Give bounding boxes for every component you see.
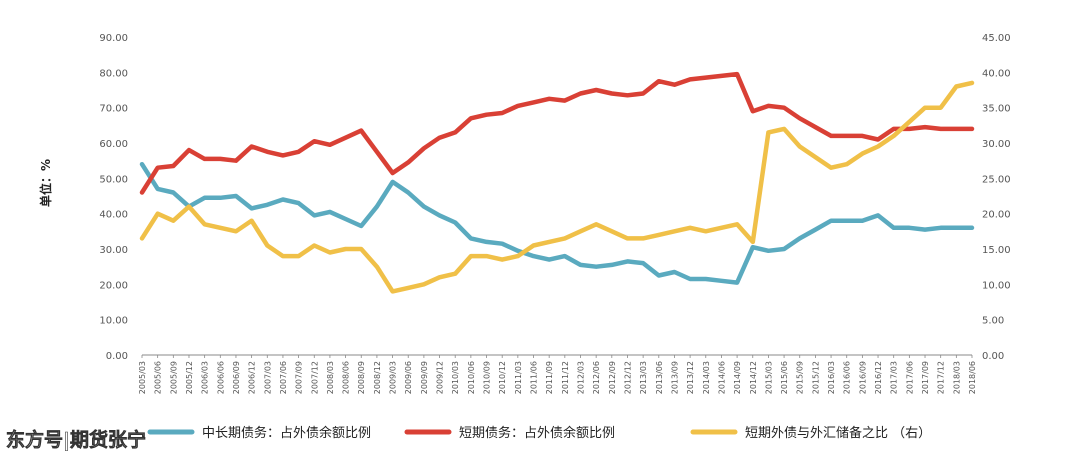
x-tick-label: 2007/03 — [263, 361, 272, 394]
x-tick-label: 2008/12 — [373, 361, 382, 394]
x-tick-label: 2013/06 — [655, 361, 664, 394]
left-tick-label: 40.00 — [99, 210, 128, 221]
x-tick-label: 2014/12 — [749, 361, 758, 394]
x-tick-label: 2017/12 — [937, 361, 946, 394]
x-tick-label: 2007/12 — [310, 361, 319, 394]
x-tick-label: 2008/06 — [342, 361, 351, 394]
y-axis-label: 单位：% — [38, 159, 53, 207]
x-tick-label: 2005/06 — [154, 361, 163, 394]
right-tick-label: 25.00 — [982, 174, 1011, 185]
right-tick-label: 15.00 — [982, 245, 1011, 256]
legend-label: 短期债务：占外债余额比例 — [459, 425, 615, 441]
x-tick-label: 2018/06 — [968, 361, 977, 394]
x-tick-label: 2005/09 — [169, 361, 178, 394]
x-tick-label: 2006/06 — [216, 361, 225, 394]
x-tick-label: 2010/06 — [467, 361, 476, 394]
left-tick-label: 90.00 — [99, 33, 128, 44]
left-tick-label: 10.00 — [99, 316, 128, 327]
x-tick-label: 2017/06 — [905, 361, 914, 394]
legend-label: 短期外债与外汇储备之比 （右） — [745, 425, 931, 441]
x-tick-label: 2015/03 — [764, 361, 773, 394]
x-tick-label: 2010/03 — [451, 361, 460, 394]
x-tick-label: 2016/03 — [827, 361, 836, 394]
x-tick-label: 2012/12 — [623, 361, 632, 394]
x-tick-label: 2005/12 — [185, 361, 194, 394]
x-tick-label: 2009/06 — [404, 361, 413, 394]
x-tick-label: 2016/12 — [874, 361, 883, 394]
right-tick-label: 45.00 — [982, 33, 1011, 44]
x-tick-label: 2007/09 — [295, 361, 304, 394]
right-tick-label: 0.00 — [982, 351, 1004, 362]
x-tick-label: 2007/06 — [279, 361, 288, 394]
x-tick-label: 2009/09 — [420, 361, 429, 394]
x-tick-label: 2016/09 — [858, 361, 867, 394]
right-tick-label: 5.00 — [982, 316, 1004, 327]
x-tick-label: 2014/06 — [717, 361, 726, 394]
x-tick-label: 2013/03 — [639, 361, 648, 394]
x-tick-label: 2015/12 — [811, 361, 820, 394]
x-tick-label: 2011/03 — [514, 361, 523, 394]
x-tick-label: 2008/09 — [357, 361, 366, 394]
x-tick-label: 2006/12 — [248, 361, 257, 394]
series-line — [139, 80, 975, 294]
x-tick-label: 2015/09 — [796, 361, 805, 394]
x-tick-label: 2006/09 — [232, 361, 241, 394]
x-tick-label: 2018/03 — [952, 361, 961, 394]
x-tick-label: 2008/03 — [326, 361, 335, 394]
x-tick-label: 2014/03 — [702, 361, 711, 394]
left-tick-label: 50.00 — [99, 174, 128, 185]
x-tick-label: 2010/09 — [483, 361, 492, 394]
plot-area: 0.00 10.00 20.00 30.00 40.00 50.00 60.00 70.00 8… — [99, 33, 1010, 394]
x-tick-label: 2013/12 — [686, 361, 695, 394]
left-tick-label: 0.00 — [106, 351, 128, 362]
series-line — [139, 161, 975, 285]
x-tick-label: 2012/03 — [576, 361, 585, 394]
x-tick-label: 2016/06 — [843, 361, 852, 394]
x-tick-label: 2010/12 — [498, 361, 507, 394]
left-tick-label: 80.00 — [99, 68, 128, 79]
x-tick-label: 2006/03 — [201, 361, 210, 394]
x-tick-label: 2011/06 — [530, 361, 539, 394]
watermark: 东方号|期货张宁 — [6, 428, 146, 451]
left-tick-label: 60.00 — [99, 139, 128, 150]
right-tick-label: 20.00 — [982, 210, 1011, 221]
x-tick-label: 2014/09 — [733, 361, 742, 394]
x-tick-label: 2009/03 — [389, 361, 398, 394]
right-tick-label: 40.00 — [982, 68, 1011, 79]
x-tick-label: 2017/03 — [890, 361, 899, 394]
x-tick-label: 2011/09 — [545, 361, 554, 394]
right-tick-label: 30.00 — [982, 139, 1011, 150]
legend: 中长期债务：占外债余额比例 短期债务：占外债余额比例 短期外债与外汇储备之比 （右） — [147, 425, 931, 441]
left-tick-label: 70.00 — [99, 104, 128, 115]
x-tick-label: 2013/09 — [670, 361, 679, 394]
right-tick-label: 35.00 — [982, 104, 1011, 115]
x-tick-label: 2011/12 — [561, 361, 570, 394]
right-tick-label: 10.00 — [982, 280, 1011, 291]
legend-label: 中长期债务：占外债余额比例 — [202, 425, 371, 441]
x-tick-label: 2015/06 — [780, 361, 789, 394]
x-tick-label: 2005/03 — [138, 361, 147, 394]
x-tick-label: 2017/09 — [921, 361, 930, 394]
x-tick-label: 2009/12 — [436, 361, 445, 394]
series-line — [139, 71, 975, 195]
left-tick-label: 30.00 — [99, 245, 128, 256]
left-tick-label: 20.00 — [99, 280, 128, 291]
x-tick-label: 2012/09 — [608, 361, 617, 394]
x-tick-label: 2012/06 — [592, 361, 601, 394]
